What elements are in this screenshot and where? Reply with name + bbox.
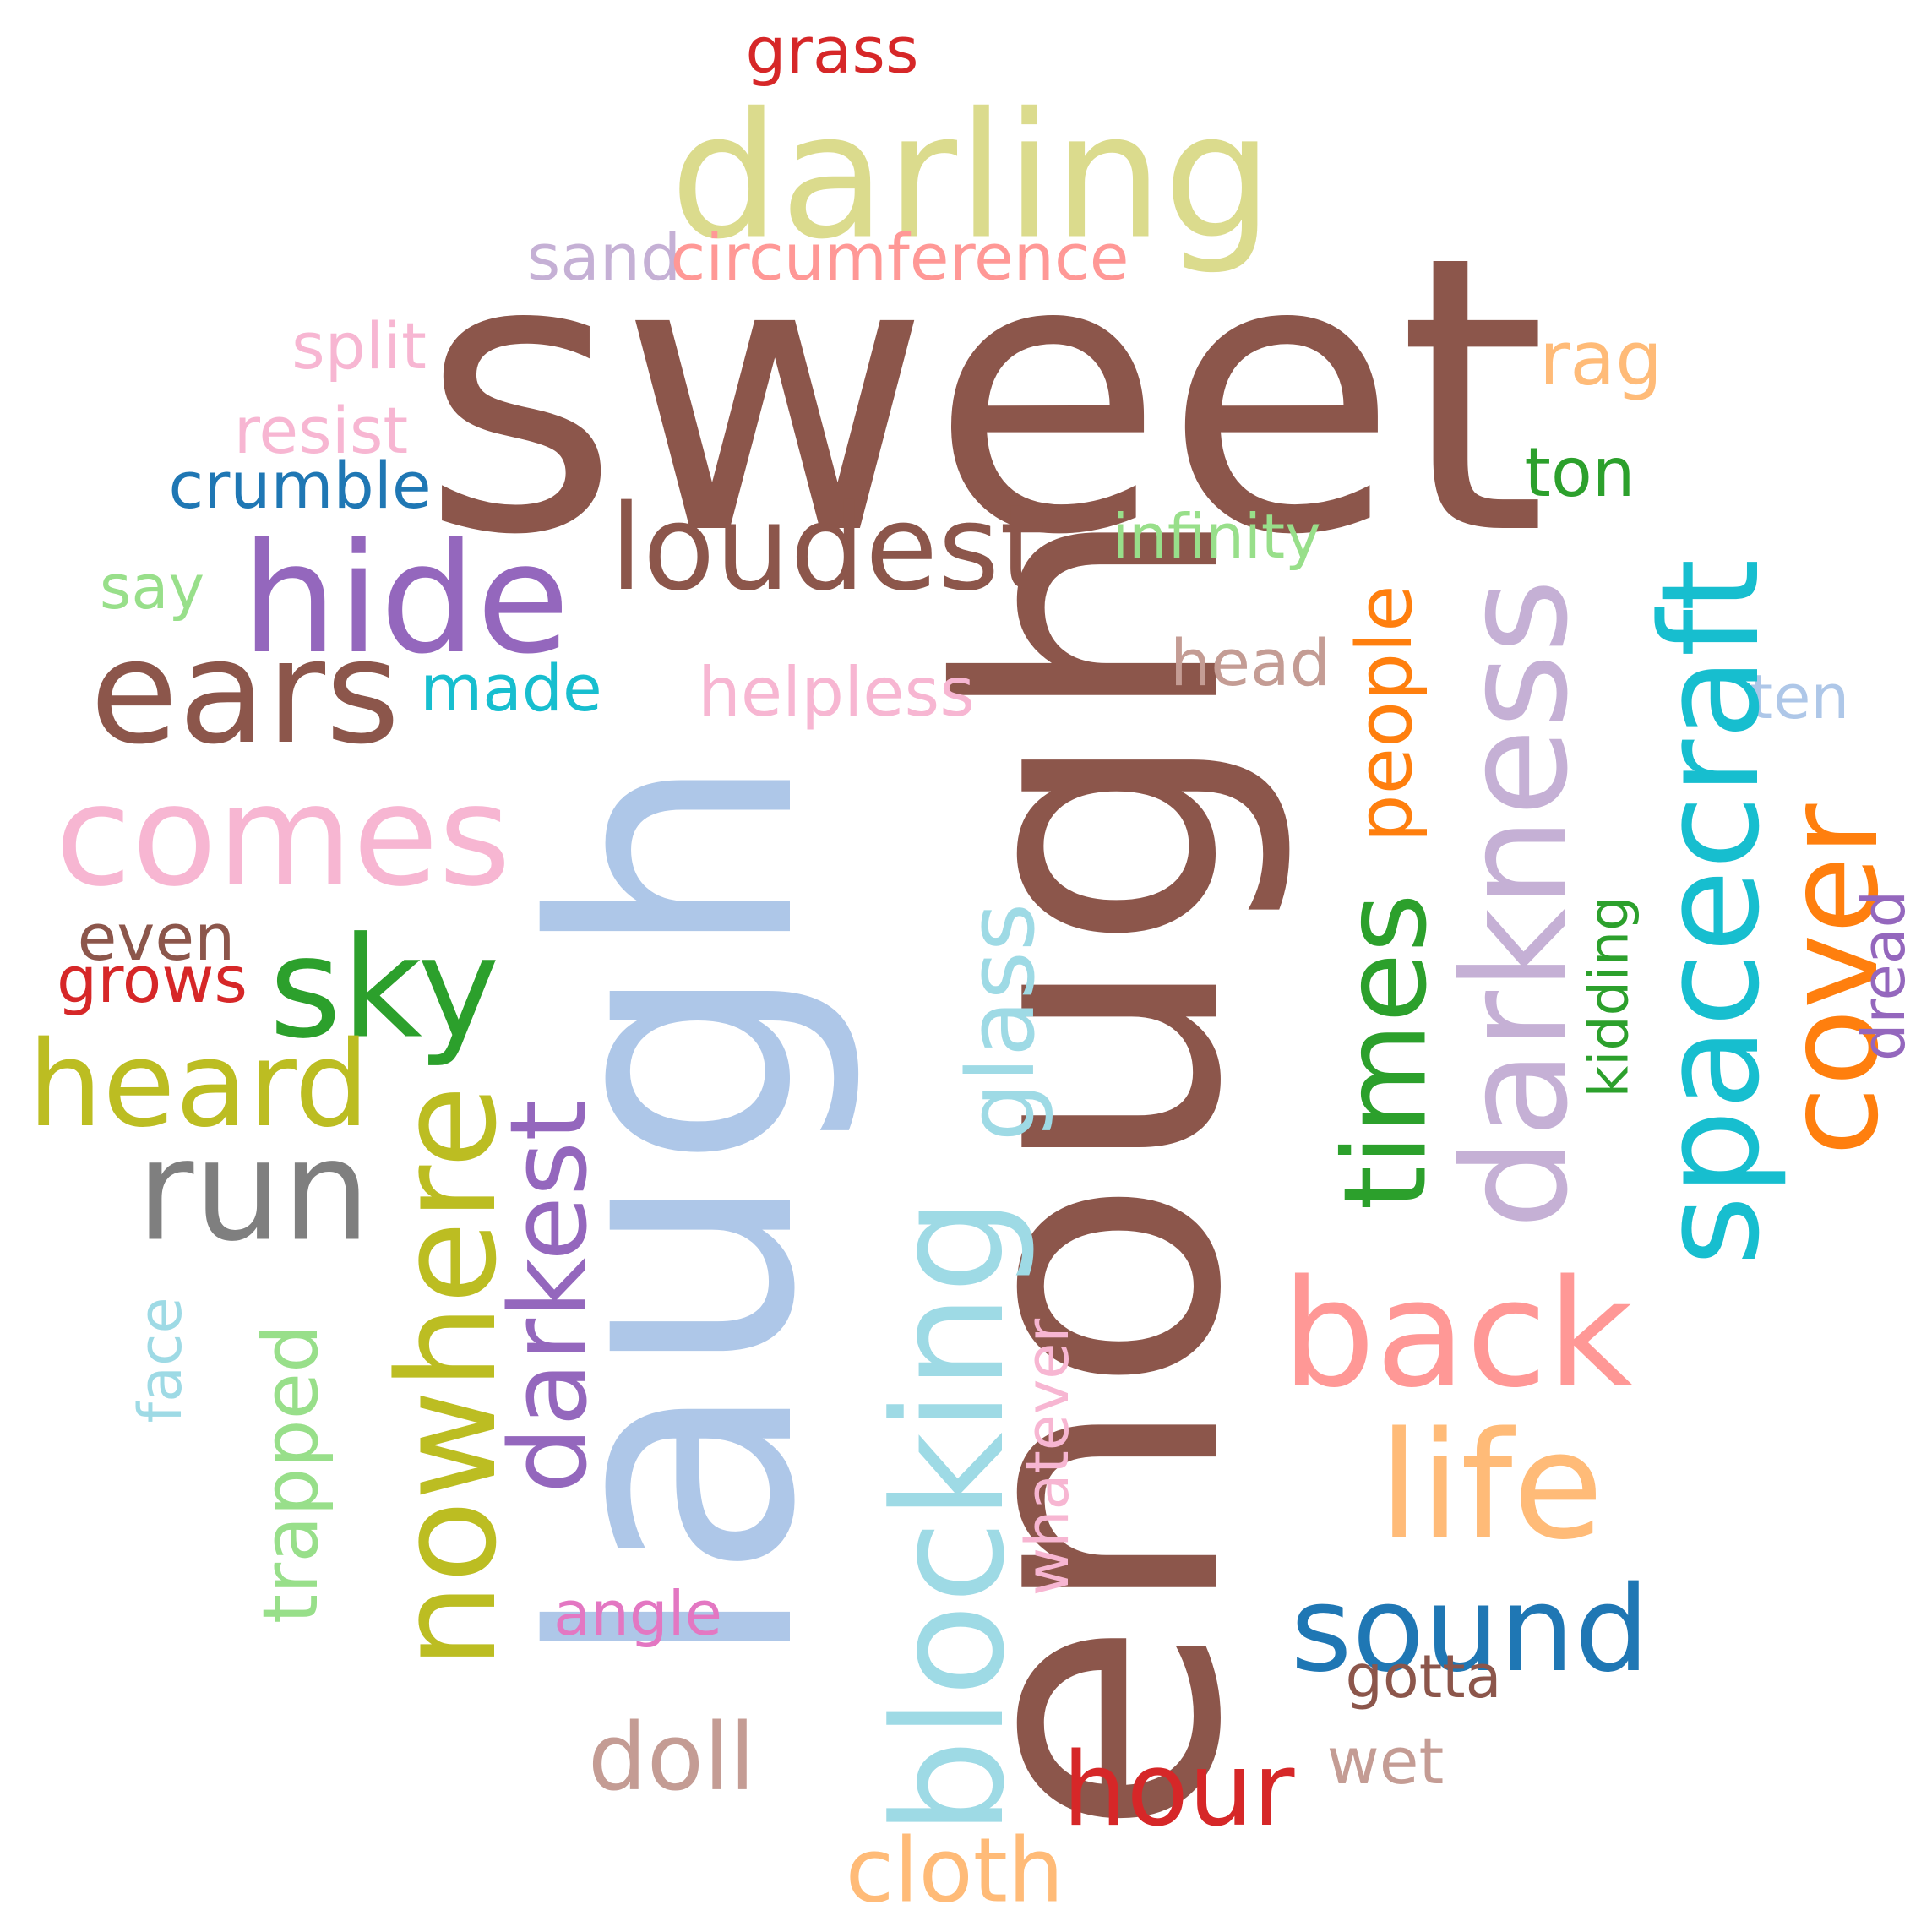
word-ton: ton	[1524, 433, 1635, 512]
word-gotta: gotta	[1345, 1642, 1502, 1712]
word-loudest: loudest	[609, 480, 1047, 618]
word-doll: doll	[587, 1703, 756, 1811]
word-even: even	[77, 900, 236, 975]
word-grass: grass	[745, 13, 919, 88]
word-times: times	[1319, 893, 1452, 1211]
word-hour: hour	[1062, 1732, 1295, 1849]
word-rag: rag	[1539, 315, 1663, 402]
word-people: people	[1341, 585, 1429, 843]
word-spacecraft: spacecraft	[1631, 558, 1789, 1266]
word-kidding: kidding	[1577, 895, 1641, 1098]
word-resist: resist	[233, 393, 409, 468]
word-blocking: blocking	[862, 1197, 1038, 1836]
word-trapped: trapped	[247, 1324, 335, 1625]
word-glass: glass	[947, 902, 1055, 1142]
word-heard: heard	[27, 1016, 370, 1154]
word-life: life	[1378, 1401, 1604, 1573]
word-crumble: crumble	[168, 448, 432, 523]
word-split: split	[291, 308, 427, 384]
word-face: face	[126, 1297, 195, 1423]
word-helpless: helpless	[698, 653, 975, 732]
word-darkest: darkest	[487, 1099, 611, 1494]
word-made: made	[420, 650, 602, 726]
word-darling: darling	[670, 76, 1273, 278]
word-sand: sand	[526, 220, 682, 295]
word-run: run	[136, 1109, 371, 1272]
word-sound: sound	[1290, 1561, 1650, 1699]
word-grows: grows	[56, 942, 248, 1017]
word-angle: angle	[553, 1578, 722, 1649]
word-cloth: cloth	[845, 1819, 1064, 1923]
word-back: back	[1282, 1249, 1633, 1421]
word-ten: ten	[1749, 661, 1850, 732]
word-circumference: circumference	[670, 220, 1129, 295]
word-wet: wet	[1326, 1723, 1445, 1799]
word-head: head	[1170, 625, 1331, 700]
word-infinity: infinity	[1112, 501, 1321, 572]
word-whatever: whatever	[1013, 1318, 1082, 1597]
word-darkness: darkness	[1433, 579, 1600, 1229]
word-dread: dread	[1849, 890, 1918, 1062]
word-ears: ears	[90, 609, 400, 776]
word-say: say	[99, 552, 205, 623]
word-comes: comes	[55, 754, 511, 917]
word-sky: sky	[269, 906, 500, 1069]
word-sweet: sweet	[421, 176, 1548, 618]
word-hide: hide	[241, 511, 570, 688]
